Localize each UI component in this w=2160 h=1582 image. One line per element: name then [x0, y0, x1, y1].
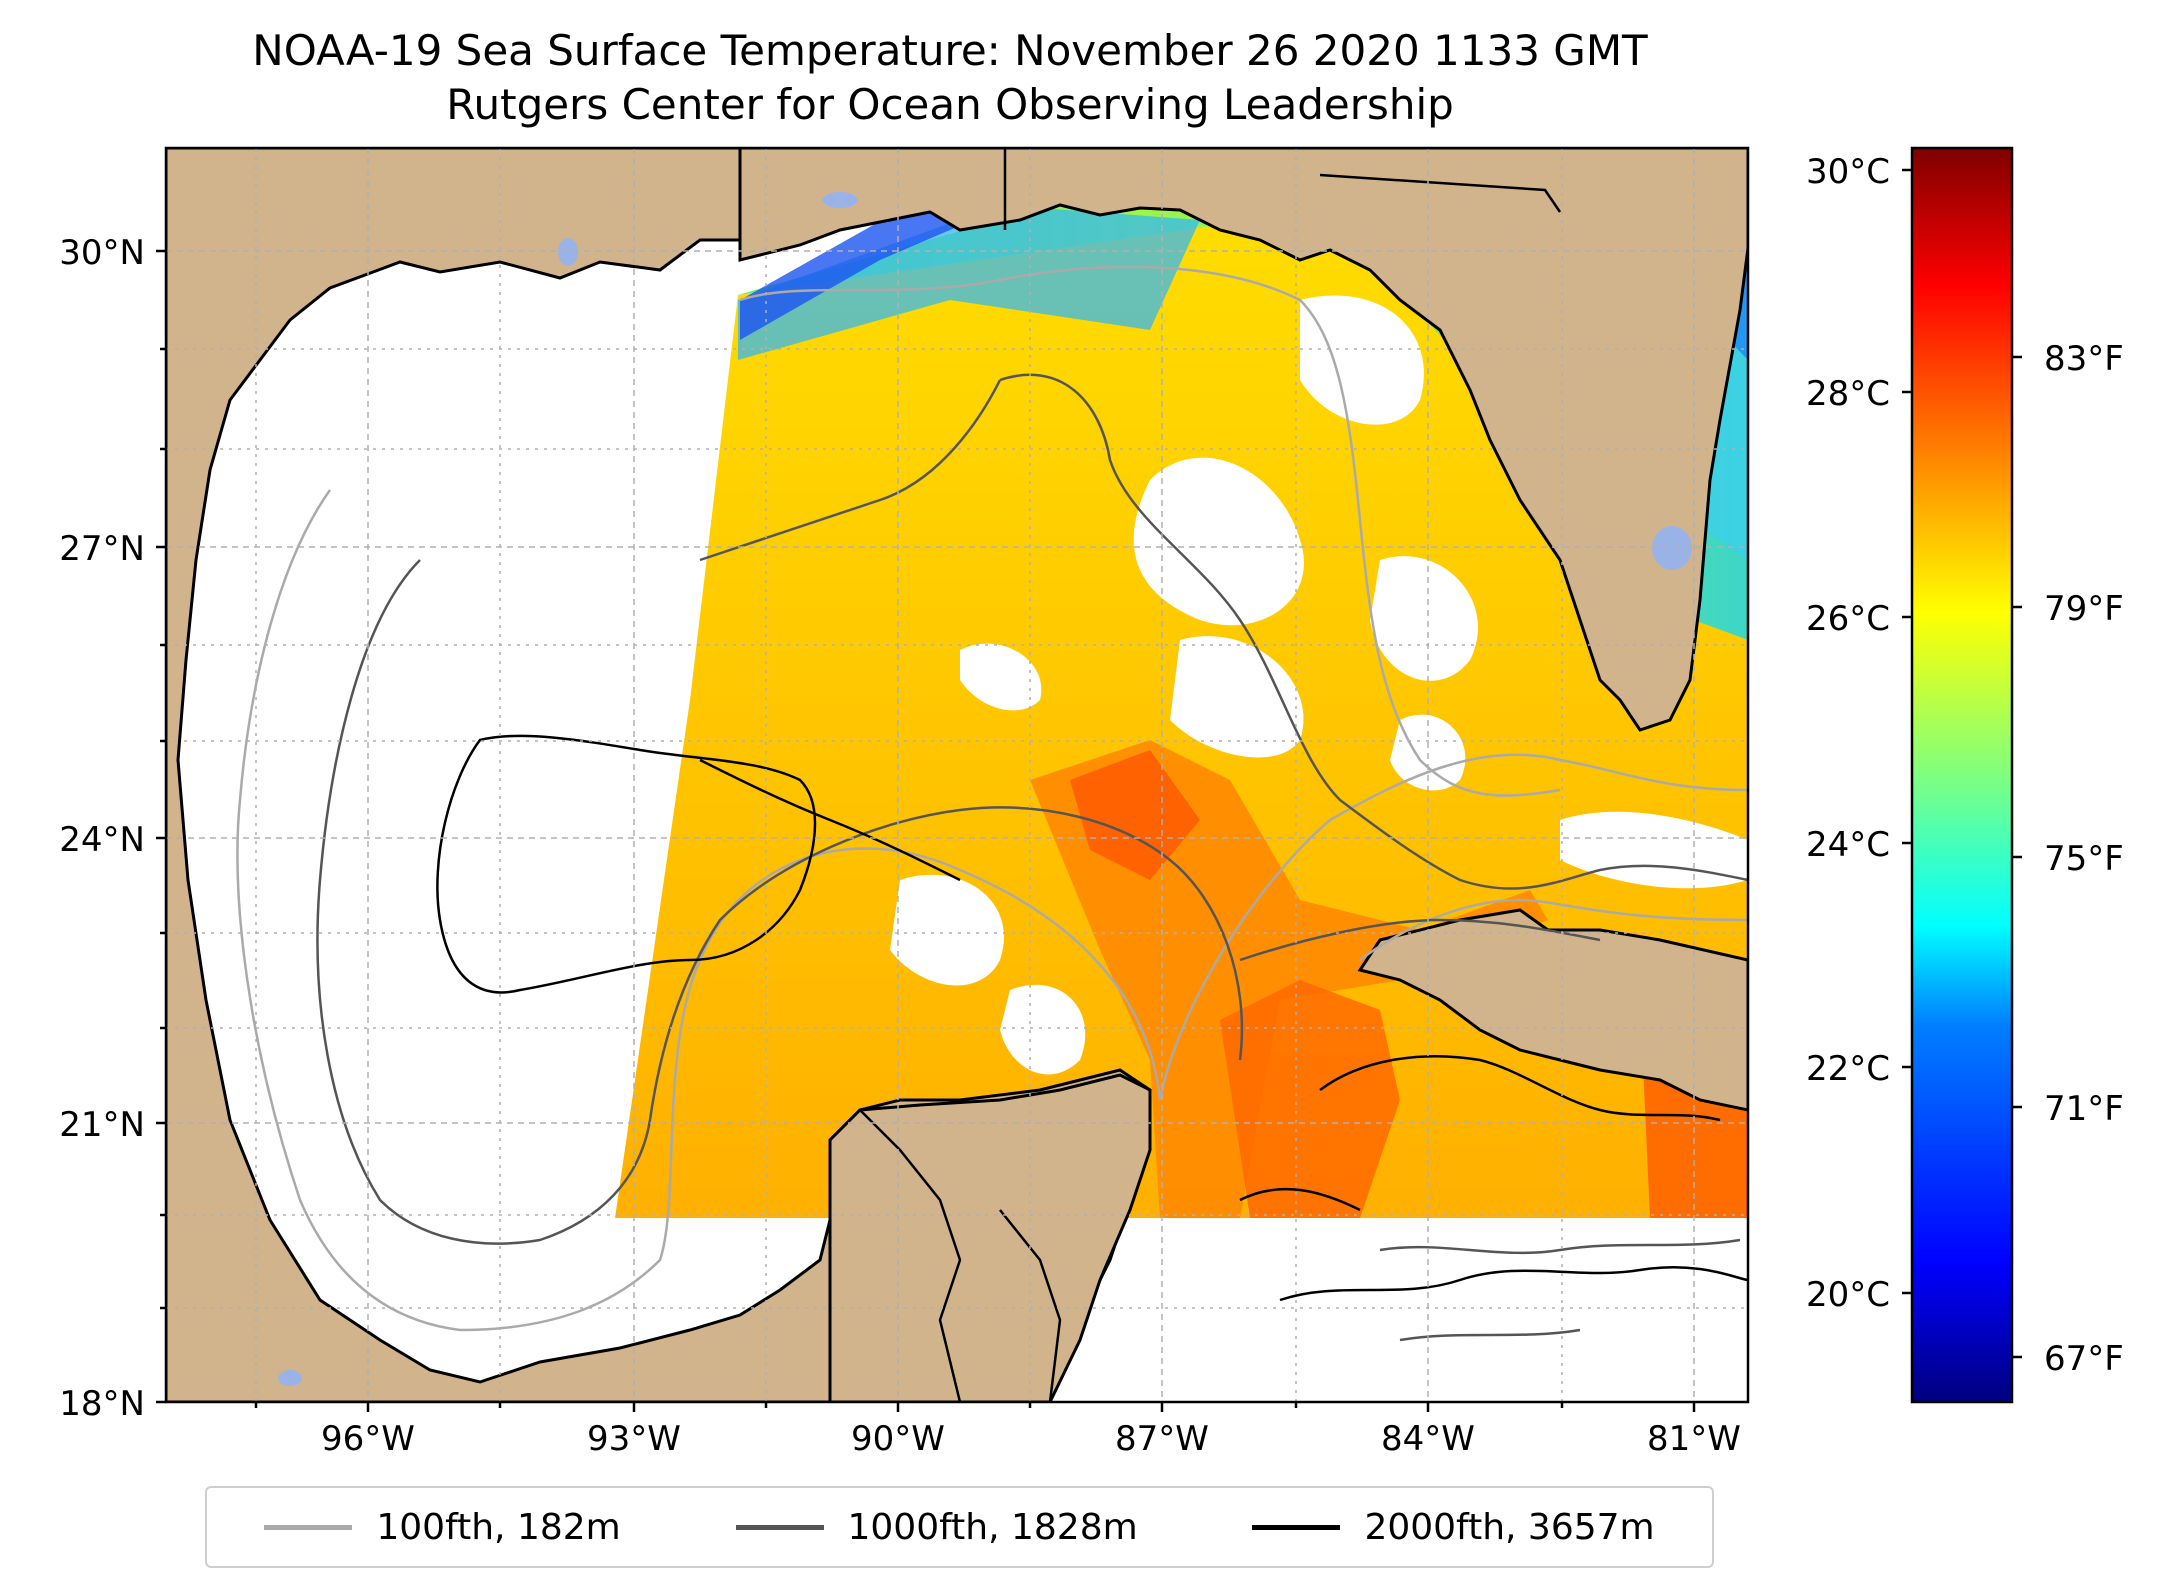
- legend-line-2000fth: [1252, 1524, 1341, 1530]
- lat-tick-27: 27°N: [59, 529, 145, 569]
- legend-line-100fth: [264, 1524, 353, 1530]
- contour-2000fth: [436, 734, 961, 994]
- lon-tick-marks: [254, 1402, 1696, 1412]
- lon-tick-84: 84°W: [1381, 1419, 1475, 1459]
- lat-tick-18: 18°N: [59, 1384, 145, 1424]
- lat-tick-labels: 30°N 27°N 24°N 21°N 18°N: [59, 233, 145, 1424]
- celsius-tick-marks: [1902, 168, 1912, 1295]
- legend-label-1000fth: 1000fth, 1828m: [847, 1506, 1138, 1548]
- contour-1000fth: [316, 373, 1748, 1245]
- land: [166, 148, 1748, 1402]
- lat-tick-marks: [156, 249, 166, 1404]
- lon-tick-labels: 96°W 93°W 90°W 87°W 84°W 81°W: [321, 1419, 1741, 1459]
- contour-legend: 100fth, 182m 1000fth, 1828m 2000fth, 365…: [205, 1486, 1714, 1568]
- lat-tick-24: 24°N: [59, 820, 145, 860]
- bathymetry-contours: [236, 265, 1748, 1342]
- colorbar: [1910, 146, 2014, 1404]
- lat-tick-30: 30°N: [59, 233, 145, 273]
- fahrenheit-tick-67: 67°F: [2044, 1339, 2124, 1379]
- fahrenheit-tick-71: 71°F: [2044, 1089, 2124, 1129]
- title-line-1: NOAA-19 Sea Surface Temperature: Novembe…: [252, 26, 1648, 75]
- lon-tick-87: 87°W: [1115, 1419, 1209, 1459]
- lon-tick-81: 81°W: [1647, 1419, 1741, 1459]
- lon-tick-90: 90°W: [851, 1419, 945, 1459]
- celsius-tick-20: 20°C: [1806, 1275, 1890, 1315]
- title-line-2: Rutgers Center for Ocean Observing Leade…: [446, 80, 1454, 129]
- map-area: [166, 148, 1748, 1402]
- lakes: [278, 192, 1692, 1386]
- celsius-tick-26: 26°C: [1806, 599, 1890, 639]
- celsius-tick-30: 30°C: [1806, 152, 1890, 192]
- fahrenheit-tick-75: 75°F: [2044, 839, 2124, 879]
- lat-tick-21: 21°N: [59, 1105, 145, 1145]
- fahrenheit-tick-marks: [2012, 355, 2022, 1359]
- fahrenheit-tick-labels: 83°F 79°F 75°F 71°F 67°F: [2044, 339, 2124, 1379]
- legend-item-2000fth: 2000fth, 3657m: [1252, 1506, 1655, 1548]
- gridlines: [166, 148, 1748, 1402]
- lon-tick-96: 96°W: [321, 1419, 415, 1459]
- map-frame: [164, 146, 1750, 1404]
- borders: [859, 148, 1562, 1402]
- legend-item-1000fth: 1000fth, 1828m: [735, 1506, 1138, 1548]
- celsius-tick-labels: 30°C 28°C 26°C 24°C 22°C 20°C: [1806, 152, 1890, 1315]
- contour-100fth: [236, 265, 1748, 1332]
- celsius-tick-28: 28°C: [1806, 374, 1890, 414]
- legend-label-100fth: 100fth, 182m: [376, 1506, 621, 1548]
- lon-tick-93: 93°W: [587, 1419, 681, 1459]
- fahrenheit-tick-83: 83°F: [2044, 339, 2124, 379]
- legend-line-1000fth: [735, 1524, 824, 1530]
- celsius-tick-24: 24°C: [1806, 825, 1890, 865]
- fahrenheit-tick-79: 79°F: [2044, 589, 2124, 629]
- legend-item-100fth: 100fth, 182m: [264, 1506, 621, 1548]
- legend-label-2000fth: 2000fth, 3657m: [1364, 1506, 1655, 1548]
- celsius-tick-22: 22°C: [1806, 1049, 1890, 1089]
